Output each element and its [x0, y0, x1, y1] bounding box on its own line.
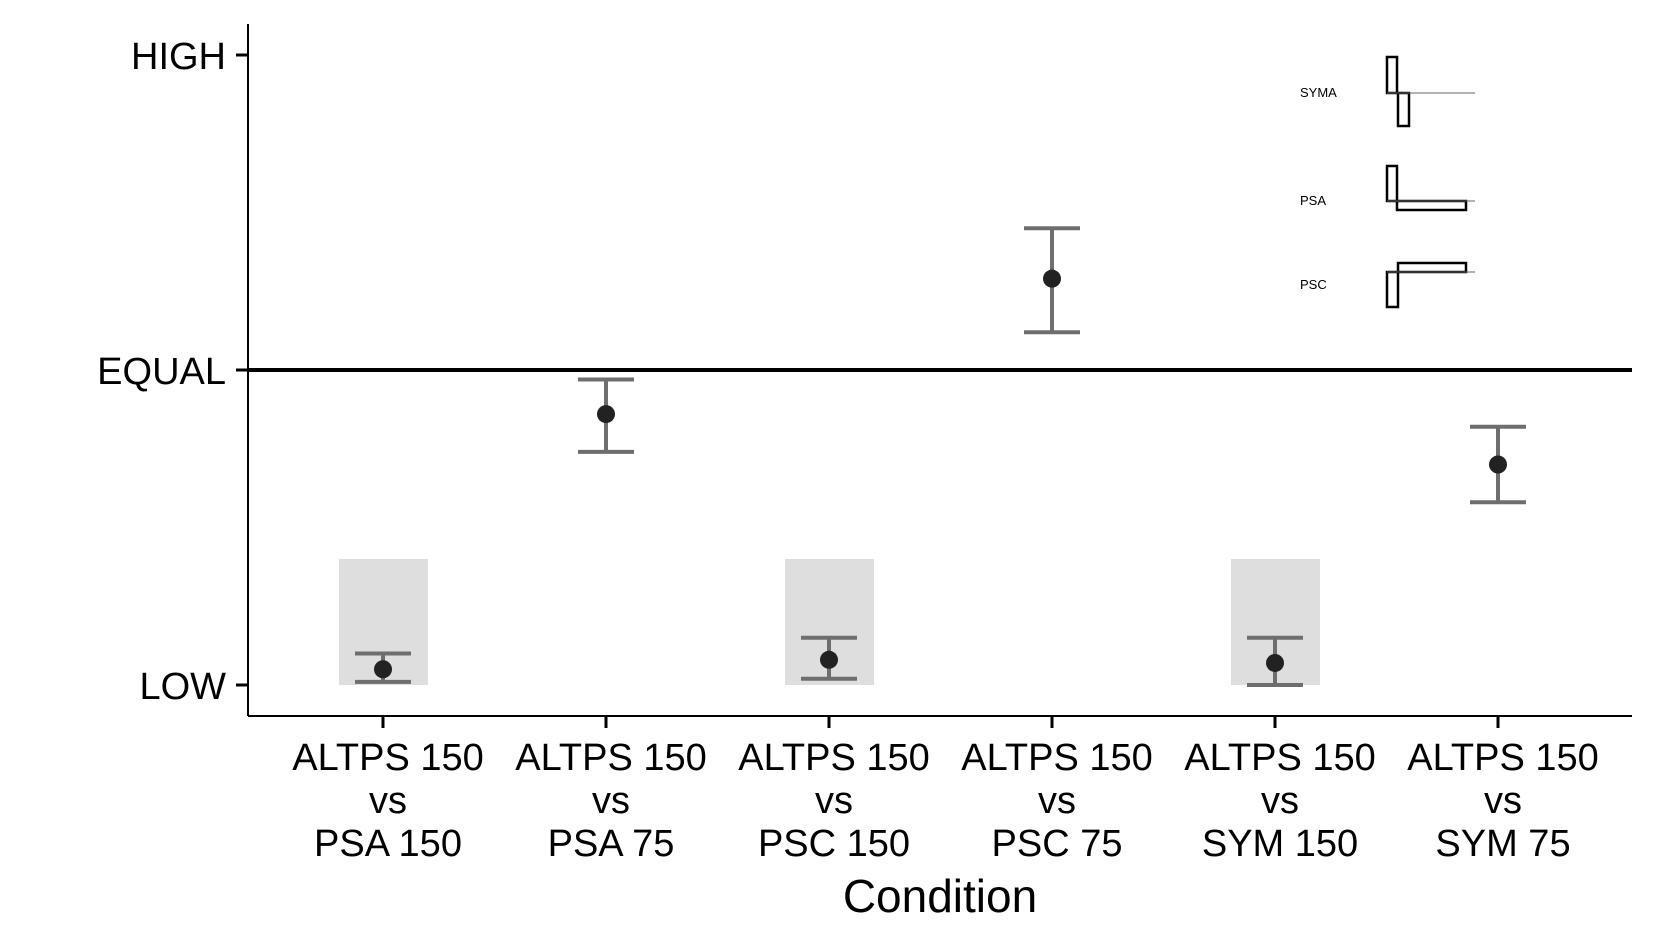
legend-label: SYMA: [1300, 85, 1337, 100]
error-bars: [355, 226, 1526, 687]
legend: SYMA PSA PSC: [1300, 55, 1475, 309]
y-tick-label: HIGH: [131, 36, 226, 78]
psc-icon: [1385, 261, 1475, 309]
shaded-regions: [339, 559, 1320, 685]
data-points: [374, 269, 1507, 679]
legend-entry: SYMA: [1300, 55, 1475, 128]
data-point: [1489, 455, 1507, 474]
data-point: [597, 405, 615, 424]
legend-entry: PSA: [1300, 164, 1475, 212]
psa-icon: [1385, 164, 1475, 212]
x-axis-title: Condition: [843, 870, 1037, 922]
x-tick-label: ALTPS 150 vs PSC 150: [738, 737, 930, 865]
data-point: [820, 650, 838, 669]
x-tick-label: ALTPS 150 vs PSA 75: [515, 737, 707, 865]
data-point: [1266, 653, 1284, 672]
x-tick-label: ALTPS 150 vs SYM 75: [1407, 737, 1599, 865]
x-tick-label: ALTPS 150 vs PSC 75: [961, 737, 1153, 865]
data-point: [374, 660, 392, 679]
syma-icon: [1385, 55, 1475, 128]
data-point: [1043, 269, 1061, 288]
legend-label: PSC: [1300, 277, 1327, 292]
y-tick-label: EQUAL: [97, 351, 226, 393]
y-tick-label: LOW: [139, 666, 226, 708]
x-tick-label: ALTPS 150 vs SYM 150: [1184, 737, 1376, 865]
legend-label: PSA: [1300, 193, 1326, 208]
x-tick-label: ALTPS 150 vs PSA 150: [292, 737, 484, 865]
y-ticks: LOW EQUAL HIGH: [97, 36, 248, 708]
legend-entry: PSC: [1300, 261, 1475, 309]
